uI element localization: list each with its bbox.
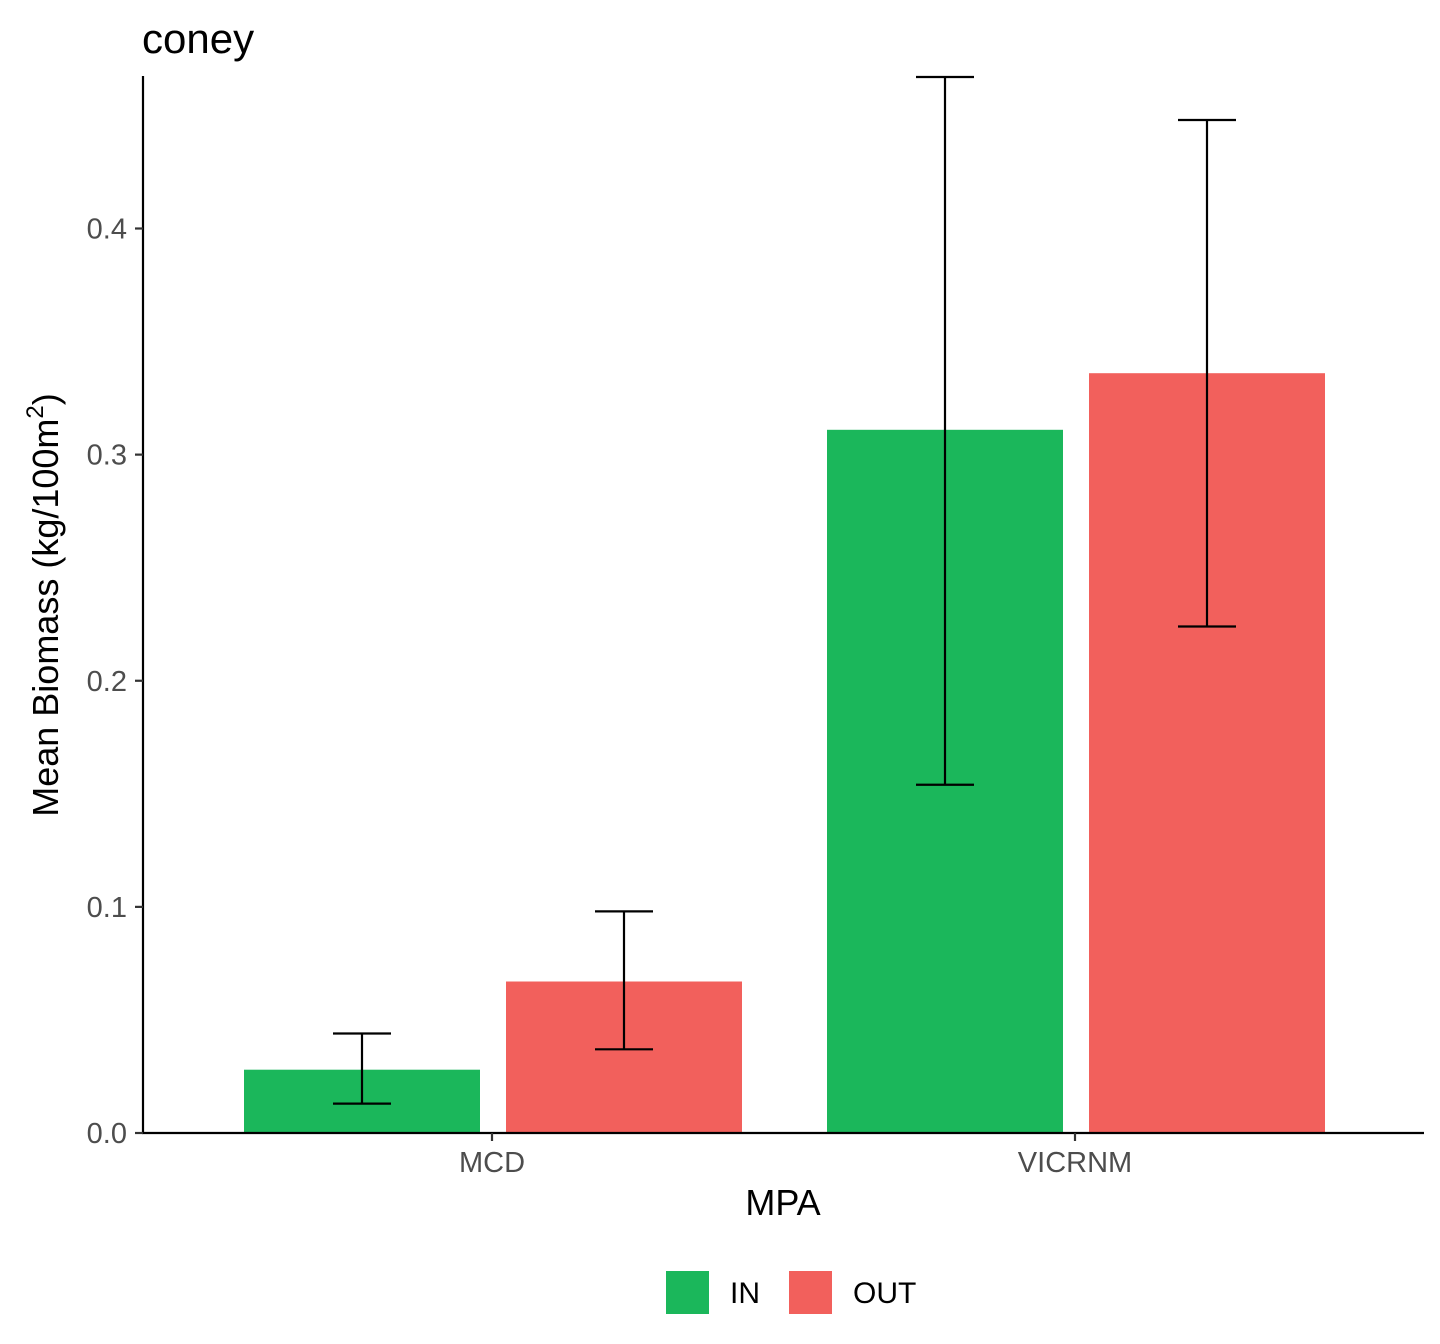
legend-key-out (789, 1271, 832, 1314)
y-axis-title: Mean Biomass (kg/100m2) (22, 393, 66, 817)
bars-layer (244, 373, 1325, 1133)
errorbar-out-mcd (595, 910, 653, 1051)
x-tick-label-mcd: MCD (459, 1147, 525, 1179)
x-tick-label-vicrnm: VICRNM (1018, 1147, 1132, 1179)
y-tick-label-0: 0.0 (87, 1118, 127, 1150)
legend-label-out: OUT (853, 1277, 916, 1310)
legend: IN OUT (666, 1271, 916, 1314)
errorbar-in-vicrnm (916, 75, 974, 786)
y-axis-title-superscript: 2 (22, 405, 49, 418)
legend-item-in: IN (666, 1271, 760, 1314)
legend-item-out: OUT (789, 1271, 916, 1314)
y-ticks-layer: 0.0 0.1 0.2 0.3 0.4 (87, 214, 143, 1150)
y-tick-label-1: 0.1 (87, 892, 127, 924)
y-tick-label-4: 0.4 (87, 214, 127, 246)
y-axis-title-main: Mean Biomass (kg/100m (25, 419, 66, 817)
y-axis-title-suffix: ) (25, 393, 66, 405)
chart-title: coney (142, 15, 254, 62)
x-axis-title: MPA (745, 1182, 820, 1223)
errorbar-out-vicrnm (1178, 118, 1236, 628)
legend-key-in (666, 1271, 709, 1314)
legend-label-in: IN (730, 1277, 760, 1310)
x-ticks-layer: MCD VICRNM (459, 1133, 1132, 1179)
y-tick-label-2: 0.2 (87, 666, 127, 698)
y-tick-label-3: 0.3 (87, 440, 127, 472)
errorbar-in-mcd (333, 1032, 391, 1105)
errorbars-layer (333, 75, 1236, 1105)
